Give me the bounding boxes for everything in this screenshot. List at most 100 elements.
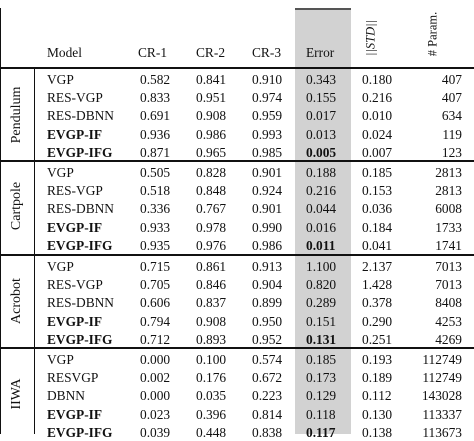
row-error: 0.173 — [306, 370, 337, 386]
row-cr1: 0.705 — [140, 277, 171, 293]
row-cr3: 0.974 — [252, 90, 283, 106]
row-params: 6008 — [435, 201, 462, 217]
row-error: 0.129 — [306, 388, 337, 404]
row-model: VGP — [47, 72, 74, 87]
row-params: 119 — [442, 126, 462, 142]
row-cr2: 0.986 — [196, 126, 227, 142]
row-cr1: 0.715 — [140, 259, 171, 274]
row-params: 407 — [441, 72, 462, 87]
header-model: Model — [47, 45, 82, 60]
row-std: 0.112 — [362, 388, 392, 404]
row-params: 1733 — [435, 219, 462, 235]
row-cr2: 0.176 — [196, 370, 227, 386]
header-cr1: CR-1 — [138, 45, 168, 60]
row-cr3: 0.901 — [252, 165, 283, 180]
row-cr3: 0.814 — [252, 406, 283, 422]
row-cr3: 0.904 — [252, 277, 283, 293]
row-params: 2813 — [435, 183, 462, 199]
row-std: 0.216 — [362, 90, 393, 106]
row-model: EVGP-IF — [47, 126, 103, 142]
row-error: 0.044 — [306, 201, 337, 217]
row-error: 0.131 — [306, 331, 337, 347]
row-std: 0.378 — [362, 295, 393, 311]
row-std: 0.024 — [362, 126, 393, 142]
row-cr2: 0.837 — [196, 295, 227, 311]
row-cr1: 0.712 — [140, 331, 171, 347]
group-rule — [0, 67, 474, 69]
row-cr1: 0.871 — [140, 144, 171, 160]
row-cr2: 0.841 — [196, 72, 227, 87]
row-cr2: 0.767 — [196, 201, 227, 217]
row-cr2: 0.976 — [196, 237, 227, 253]
error-column-highlight — [295, 8, 351, 434]
row-cr2: 0.908 — [196, 108, 227, 124]
row-error: 0.016 — [306, 219, 337, 235]
row-cr2: 0.448 — [196, 424, 227, 440]
header-error: Error — [306, 45, 335, 60]
row-params: 112749 — [422, 370, 462, 386]
row-model: RES-VGP — [47, 90, 103, 106]
row-cr3: 0.924 — [252, 183, 283, 199]
row-model: DBNN — [47, 388, 85, 404]
row-std: 0.138 — [362, 424, 393, 440]
row-cr1: 0.606 — [140, 295, 171, 311]
group-label: Acrobot — [9, 278, 24, 324]
row-error: 0.820 — [306, 277, 337, 293]
row-std: 0.010 — [362, 108, 393, 124]
row-cr1: 0.518 — [140, 183, 171, 199]
row-params: 113673 — [422, 424, 462, 440]
row-cr1: 0.935 — [140, 237, 171, 253]
row-model: RESVGP — [47, 370, 99, 386]
row-params: 113337 — [422, 406, 462, 422]
row-params: 143028 — [421, 388, 462, 404]
row-error: 0.017 — [306, 108, 337, 124]
row-cr1: 0.794 — [140, 313, 171, 329]
row-error: 0.005 — [306, 144, 337, 160]
row-cr3: 0.574 — [252, 352, 283, 367]
row-std: 2.137 — [362, 259, 393, 274]
row-error: 1.100 — [306, 259, 337, 274]
row-model: VGP — [47, 259, 74, 274]
row-model: EVGP-IFG — [47, 237, 113, 253]
group-rule — [0, 347, 474, 349]
row-cr2: 0.908 — [196, 313, 227, 329]
row-cr1: 0.933 — [140, 219, 171, 235]
row-cr1: 0.023 — [140, 406, 171, 422]
header-std: ||STD|| — [363, 20, 378, 56]
row-model: VGP — [47, 165, 74, 180]
row-cr3: 0.990 — [252, 219, 283, 235]
row-cr1: 0.000 — [140, 352, 171, 367]
row-cr2: 0.965 — [196, 144, 227, 160]
row-model: RES-DBNN — [47, 108, 114, 124]
row-std: 0.180 — [362, 72, 393, 87]
row-cr3: 0.838 — [252, 424, 283, 440]
row-cr2: 0.035 — [196, 388, 227, 404]
row-cr1: 0.833 — [140, 90, 171, 106]
row-cr2: 0.893 — [196, 331, 227, 347]
row-error: 0.155 — [306, 90, 337, 106]
header-params: # Param. — [425, 11, 440, 57]
row-cr3: 0.985 — [252, 144, 283, 160]
group-label: Pendulum — [9, 86, 24, 144]
row-std: 0.184 — [362, 219, 393, 235]
row-error: 0.185 — [306, 352, 337, 367]
row-std: 0.153 — [362, 183, 393, 199]
row-params: 7013 — [435, 259, 462, 274]
row-cr1: 0.336 — [140, 201, 171, 217]
row-cr3: 0.913 — [252, 259, 283, 274]
row-cr1: 0.936 — [140, 126, 171, 142]
row-model: RES-DBNN — [47, 295, 114, 311]
row-std: 1.428 — [362, 277, 393, 293]
row-model: RES-VGP — [47, 183, 103, 199]
error-column-highlight-top — [295, 8, 351, 10]
row-cr2: 0.848 — [196, 183, 227, 199]
group-label: Cartpole — [9, 181, 24, 231]
row-model: EVGP-IFG — [47, 144, 113, 160]
row-error: 0.011 — [306, 237, 336, 253]
row-cr2: 0.396 — [196, 406, 227, 422]
row-model: EVGP-IFG — [47, 331, 113, 347]
row-params: 112749 — [422, 352, 462, 367]
row-std: 0.041 — [362, 237, 393, 253]
row-cr1: 0.002 — [140, 370, 171, 386]
row-cr2: 0.100 — [196, 352, 227, 367]
